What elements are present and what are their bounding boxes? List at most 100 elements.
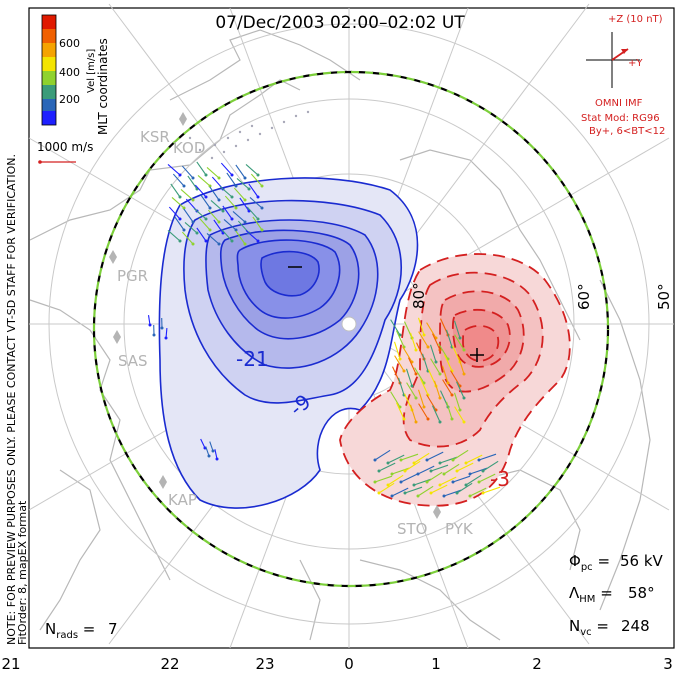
velocity-vector-origin [207,454,211,458]
velocity-vector-origin [208,206,212,210]
velocity-vector [374,475,393,483]
velocity-vector-origin [152,333,156,337]
velocity-vector-origin [243,242,247,246]
velocity-vector-origin [390,494,394,498]
velocity-vector [414,367,425,384]
velocity-vector [469,467,488,475]
velocity-vector-origin [191,176,195,180]
velocity-vector [232,211,246,223]
velocity-vector [417,317,425,336]
velocity-vector-origin [211,449,215,453]
velocity-vector [426,451,444,461]
mlt-axis: 21 22 23 0 1 2 3 [1,655,672,673]
velocity-vector-origin [373,480,377,484]
velocity-vector [450,370,461,387]
velocity-vector [439,476,457,486]
velocity-vector-origin [429,469,433,473]
colorbar-seg-7 [42,111,56,125]
velocity-vector [252,216,263,231]
velocity-vector [222,205,233,220]
velocity-vector [443,463,460,475]
velocity-vector [432,405,441,423]
velocity-vector-origin [414,372,418,376]
velocity-vector [170,183,181,198]
positive-contour-5 [462,324,500,362]
lat-label-50: 50° [655,283,673,310]
station-labels: KSR KOD PGR SAS KAP STO PYK [117,128,474,538]
velocity-vector [396,402,405,420]
velocity-vector-origin [399,480,403,484]
velocity-vector-origin [260,228,264,232]
velocity-vector [405,368,413,387]
velocity-vector-origin [403,469,407,473]
velocity-vector-origin [403,491,407,495]
velocity-vector [400,473,418,483]
imf-arrowhead [621,49,628,54]
velocity-vector [454,406,465,423]
velocity-vector [433,380,441,399]
velocity-vector-origin [464,483,468,487]
velocity-vector [456,381,465,399]
mlt-tick-1: 1 [431,655,441,673]
velocity-vector [420,378,429,396]
velocity-vector-origin [243,220,247,224]
velocity-vector-origin [230,217,234,221]
velocity-vector [430,464,449,472]
velocity-vector-origin [243,198,247,202]
velocity-vector [417,389,425,408]
velocity-vector [469,487,487,497]
velocity-vector-origin [468,494,472,498]
velocity-vector [165,327,168,339]
velocity-vector-origin [164,336,168,340]
velocity-vector-origin [191,242,195,246]
velocity-vector [408,357,417,375]
positive-potential-cell [339,253,571,507]
velocity-vector [168,206,181,220]
velocity-vector [248,183,259,198]
velocity-vector [400,453,419,461]
velocity-vector [200,438,206,449]
velocity-vector-origin [260,184,264,188]
velocity-vector [390,391,401,408]
colorbar-seg-6 [42,99,56,111]
velocity-vector [378,462,396,472]
velocity-vector-origin [422,333,426,337]
velocity-vector [426,322,437,339]
velocity-vector-origin [377,491,381,495]
velocity-vector [235,230,246,245]
station-kod: KOD [173,139,205,157]
velocity-vector [429,344,437,363]
velocity-vector [453,392,461,411]
velocity-vector [417,485,434,497]
velocity-vector-origin [256,195,260,199]
velocity-vector-origin [399,458,403,462]
velocity-vector [239,197,250,212]
velocity-vector-origin [425,480,429,484]
velocity-vector-origin [429,491,433,495]
velocity-vector [444,354,453,372]
velocity-vector [454,334,465,351]
imf-panel: +Z (10 nT) +Y OMNI IMF Stat Mod: RG96 By… [581,14,665,137]
velocity-vector-origin [450,393,454,397]
velocity-vector-origin [230,195,234,199]
velocity-vector [196,161,207,176]
velocity-vector [404,460,421,472]
colorbar-seg-2 [42,43,56,57]
velocity-vector [245,164,259,176]
scale-vector-label: 1000 m/s [37,140,93,154]
lambda-hm-value: 58° [628,584,655,602]
velocity-vector-origin [416,494,420,498]
velocity-vector-origin [438,420,442,424]
velocity-vector-origin [438,483,442,487]
velocity-vector [224,195,237,209]
velocity-vector [421,353,429,372]
velocity-vector-origin [217,176,221,180]
velocity-vector-origin [446,381,450,385]
velocity-vector [187,175,198,190]
velocity-vector [457,356,465,375]
velocity-vector-origin [426,417,430,421]
phi-pc-label: Φpc = [569,552,610,573]
velocity-vector [233,187,246,201]
colorbar-seg-5 [42,85,56,99]
velocity-vector-origin [215,457,219,461]
